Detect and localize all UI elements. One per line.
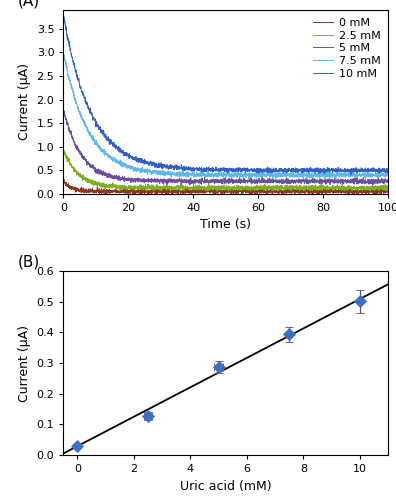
Y-axis label: Current (μA): Current (μA) <box>18 324 31 402</box>
Line: 2.5 mM: 2.5 mM <box>63 150 388 192</box>
5 mM <box>219 180 224 186</box>
Line: 0 mM: 0 mM <box>63 180 388 196</box>
2.5 mM <box>210 186 215 192</box>
Legend: 0 mM, 2.5 mM, 5 mM, 7.5 mM, 10 mM: 0 mM, 2.5 mM, 5 mM, 7.5 mM, 10 mM <box>311 16 383 81</box>
0 mM <box>61 177 66 183</box>
10 mM <box>376 165 381 171</box>
7.5 mM <box>317 173 322 179</box>
5 mM <box>317 179 322 185</box>
2.5 mM <box>61 146 66 152</box>
5 mM <box>78 149 82 155</box>
5 mM <box>386 180 390 186</box>
2.5 mM <box>377 186 381 192</box>
2.5 mM <box>219 184 224 190</box>
Text: (B): (B) <box>18 254 40 270</box>
10 mM <box>317 167 322 173</box>
10 mM <box>61 12 66 18</box>
10 mM <box>348 172 353 178</box>
0 mM <box>61 176 66 182</box>
0 mM <box>317 190 322 196</box>
7.5 mM <box>377 174 381 180</box>
Line: 10 mM: 10 mM <box>63 15 388 175</box>
0 mM <box>377 188 381 194</box>
0 mM <box>211 190 215 196</box>
10 mM <box>210 166 215 172</box>
5 mM <box>211 178 215 184</box>
7.5 mM <box>219 170 224 175</box>
2.5 mM <box>317 186 322 192</box>
0 mM <box>386 190 390 196</box>
0 mM <box>219 189 224 195</box>
5 mM <box>377 178 381 184</box>
7.5 mM <box>386 170 390 175</box>
X-axis label: Uric acid (mM): Uric acid (mM) <box>180 480 272 492</box>
10 mM <box>377 165 381 171</box>
Line: 7.5 mM: 7.5 mM <box>63 54 388 180</box>
2.5 mM <box>386 184 390 190</box>
5 mM <box>377 180 381 186</box>
0 mM <box>103 192 108 198</box>
5 mM <box>188 182 192 188</box>
2.5 mM <box>61 147 66 153</box>
7.5 mM <box>323 176 327 182</box>
10 mM <box>386 166 390 172</box>
7.5 mM <box>61 50 66 56</box>
Y-axis label: Current (μA): Current (μA) <box>18 64 31 140</box>
7.5 mM <box>376 172 381 177</box>
Text: (A): (A) <box>18 0 40 8</box>
X-axis label: Time (s): Time (s) <box>200 218 251 232</box>
Line: 5 mM: 5 mM <box>63 110 388 185</box>
2.5 mM <box>78 171 82 177</box>
5 mM <box>61 106 66 112</box>
2.5 mM <box>377 188 381 194</box>
7.5 mM <box>210 172 215 178</box>
2.5 mM <box>215 188 219 194</box>
0 mM <box>377 189 381 195</box>
10 mM <box>219 168 224 173</box>
0 mM <box>78 188 82 194</box>
5 mM <box>61 107 66 113</box>
10 mM <box>78 82 82 88</box>
7.5 mM <box>78 112 82 117</box>
